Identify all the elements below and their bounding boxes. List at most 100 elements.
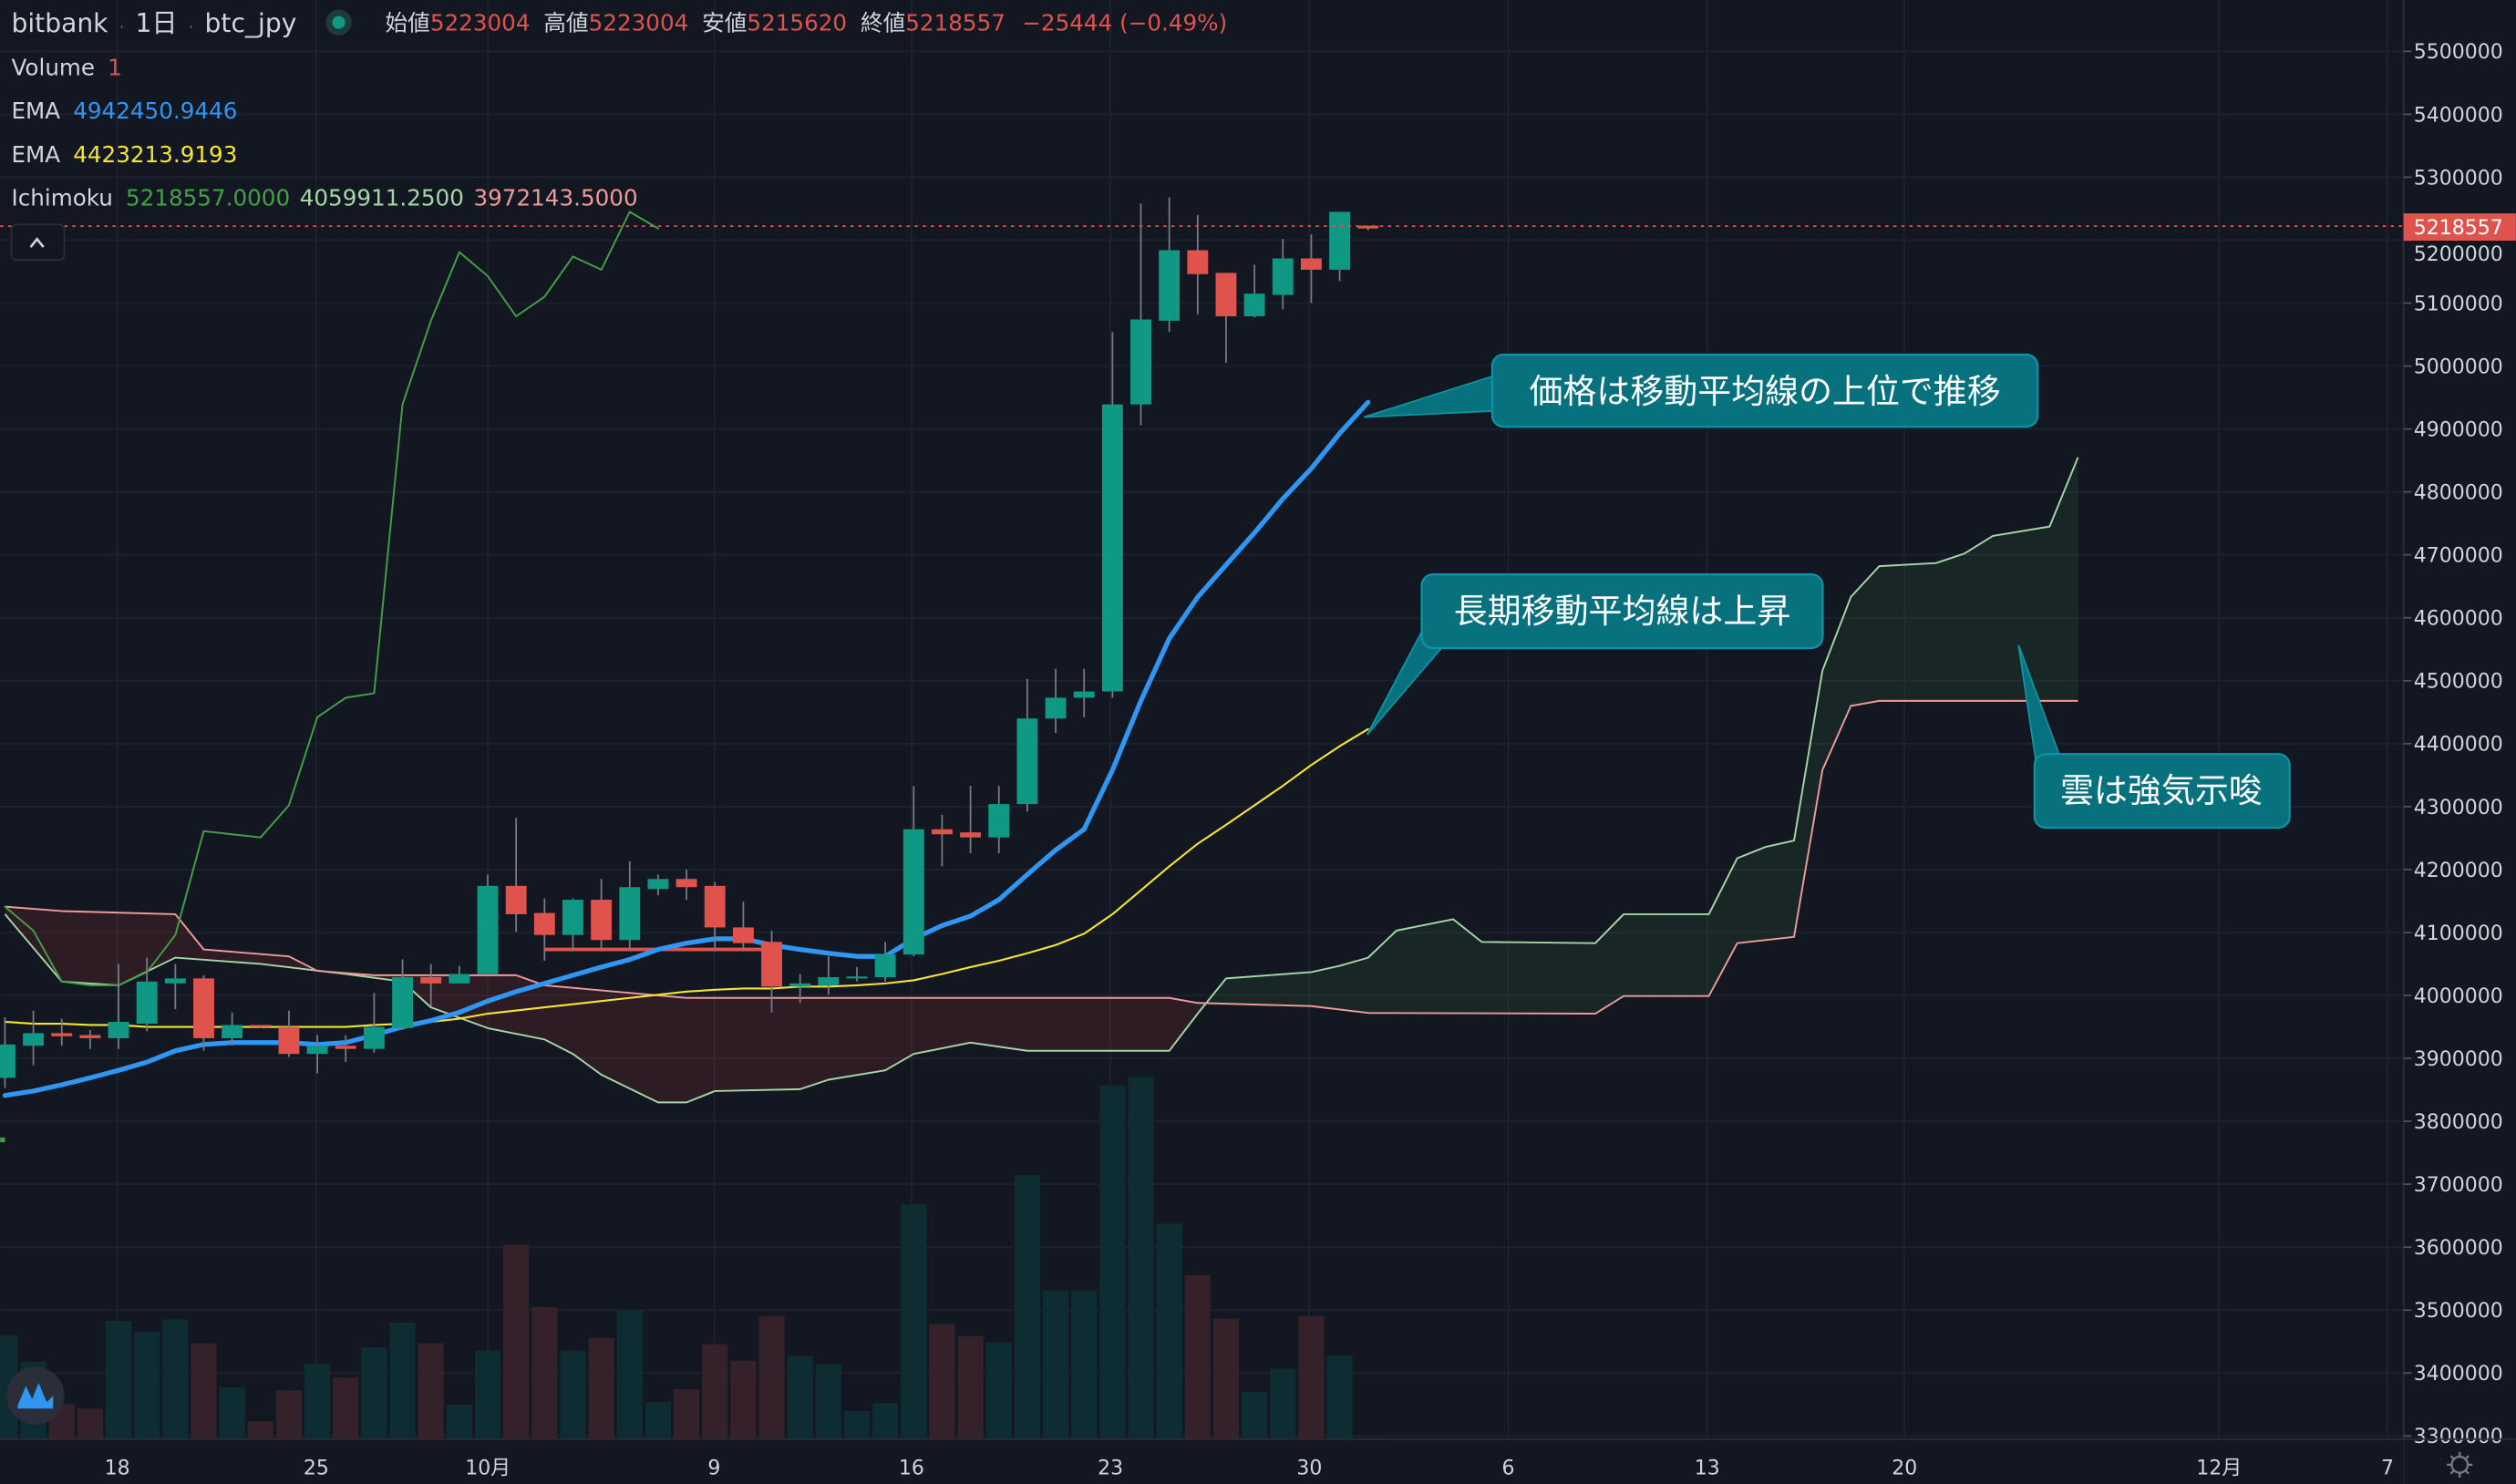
cloud-segment [1822,596,1851,770]
volume-bar [616,1309,643,1439]
cloud-segment [1652,913,1681,996]
candle [932,814,953,867]
candle-body [222,1025,243,1038]
candle [250,1025,272,1028]
volume-bar [1014,1175,1040,1439]
price-tick-label: 3500000 [2414,1300,2503,1323]
candle-body [250,1025,272,1027]
time-label: 25 [304,1457,329,1479]
legend-ichimoku[interactable]: Ichimoku 5218557.0000 4059911.2500 3972143.… [11,184,637,211]
candle-body [136,981,158,1025]
price-tick-label: 3600000 [2414,1237,2503,1260]
volume-bar [1099,1085,1126,1439]
price-tick-label: 5300000 [2414,167,2503,190]
volume-bar [957,1335,984,1439]
cloud-segment [89,912,119,985]
legend-ema-short[interactable]: EMA 4942450.9446 [11,98,237,124]
candle-body [902,829,924,955]
candle [1357,225,1379,231]
candle [363,993,385,1053]
cloud-segment [1396,924,1426,1014]
cloud-segment [1624,913,1653,996]
time-label: 18 [105,1457,130,1479]
candle [164,964,186,1010]
cloud-segment [1879,564,1908,701]
collapse-legend-button[interactable] [10,223,66,261]
candle-body [818,976,840,985]
current-price-label: 5218557 [2403,213,2516,241]
ichimoku-cloud [4,457,2079,1104]
candle [761,930,782,1013]
time-axis[interactable] [0,1438,2404,1484]
cloud-segment [1084,997,1113,1051]
price-axis[interactable] [2403,0,2516,1484]
candles[interactable] [0,197,1379,1088]
cloud-segment [33,909,62,982]
callout-long-ma-rising[interactable]: 長期移動平均線は上昇 [1366,573,1824,736]
volume-bar [872,1403,899,1439]
callout-cloud-bullish[interactable]: 雲は強気示唆 [2017,644,2291,830]
volume-bar [418,1343,444,1439]
collapse-button-bg [10,223,66,261]
candle [647,874,669,896]
cloud-segment [657,994,687,1103]
lagging-span-marker [0,1137,5,1143]
price-tick-label: 5200000 [2414,243,2503,266]
cloud-segment [1737,847,1766,943]
price-tick-label: 4800000 [2414,482,2503,505]
price-tick-label: 4900000 [2414,419,2503,442]
cloud-segment [119,912,148,985]
cloud-segment [1481,942,1511,1014]
cloud-segment [488,974,517,1035]
cloud-segment [1794,670,1823,937]
candle-body [1187,250,1209,274]
price-change: −25444 (−0.49%) [1022,9,1227,36]
candle-body [193,978,214,1038]
legend-volume[interactable]: Volume 1 [11,55,121,81]
cloud-segment [175,913,204,960]
candle [51,1018,73,1046]
price-tick-label: 5100000 [2414,293,2503,315]
volume-bar [674,1388,700,1439]
cloud-segment [1765,840,1795,941]
cloud-segment [1594,913,1624,1015]
volume-bar [901,1204,927,1439]
brand-logo[interactable] [6,1366,65,1425]
cloud-segment [1453,919,1482,1014]
price-tick-label: 5500000 [2414,41,2503,64]
cloud-segment [572,987,602,1075]
candle-body [732,927,754,943]
candle-body [363,1026,385,1049]
gear-icon[interactable] [2447,1451,2473,1478]
cloud-segment [885,997,914,1071]
volume-bar [77,1408,103,1439]
candle [1159,197,1181,333]
volume-bar [531,1306,558,1439]
price-tick-label: 4300000 [2414,797,2503,819]
cloud-segment [1339,957,1368,1014]
volume-bar [560,1350,586,1439]
volume-bar [730,1360,757,1439]
time-label: 23 [1098,1457,1123,1479]
candle-body [562,900,583,935]
cloud-segment [1851,566,1880,706]
time-label: 10月 [465,1457,510,1479]
candle-body [477,885,499,974]
candle-body [932,829,953,835]
price-axis-ticks: 5500000 5400000 5300000 5200000 5100000 50000… [2403,41,2503,1448]
volume-bar [702,1344,728,1439]
candle [0,1017,15,1088]
cloud-segment [1225,976,1255,1005]
candle-body [335,1046,356,1049]
cloud-segment [430,974,459,1018]
volume-bar [247,1420,273,1439]
legend-ema-long[interactable]: EMA 4423213.9193 [11,141,237,168]
callout-box [1490,353,2039,428]
cloud-segment [686,997,716,1103]
symbol-title[interactable]: bitbank · 1日 · btc_jpy [11,8,296,38]
volume-bar [134,1332,160,1439]
candle [619,861,641,952]
callout-price-above-ma[interactable]: 価格は移動平均線の上位で推移 [1363,353,2039,428]
cloud-segment [828,997,857,1080]
